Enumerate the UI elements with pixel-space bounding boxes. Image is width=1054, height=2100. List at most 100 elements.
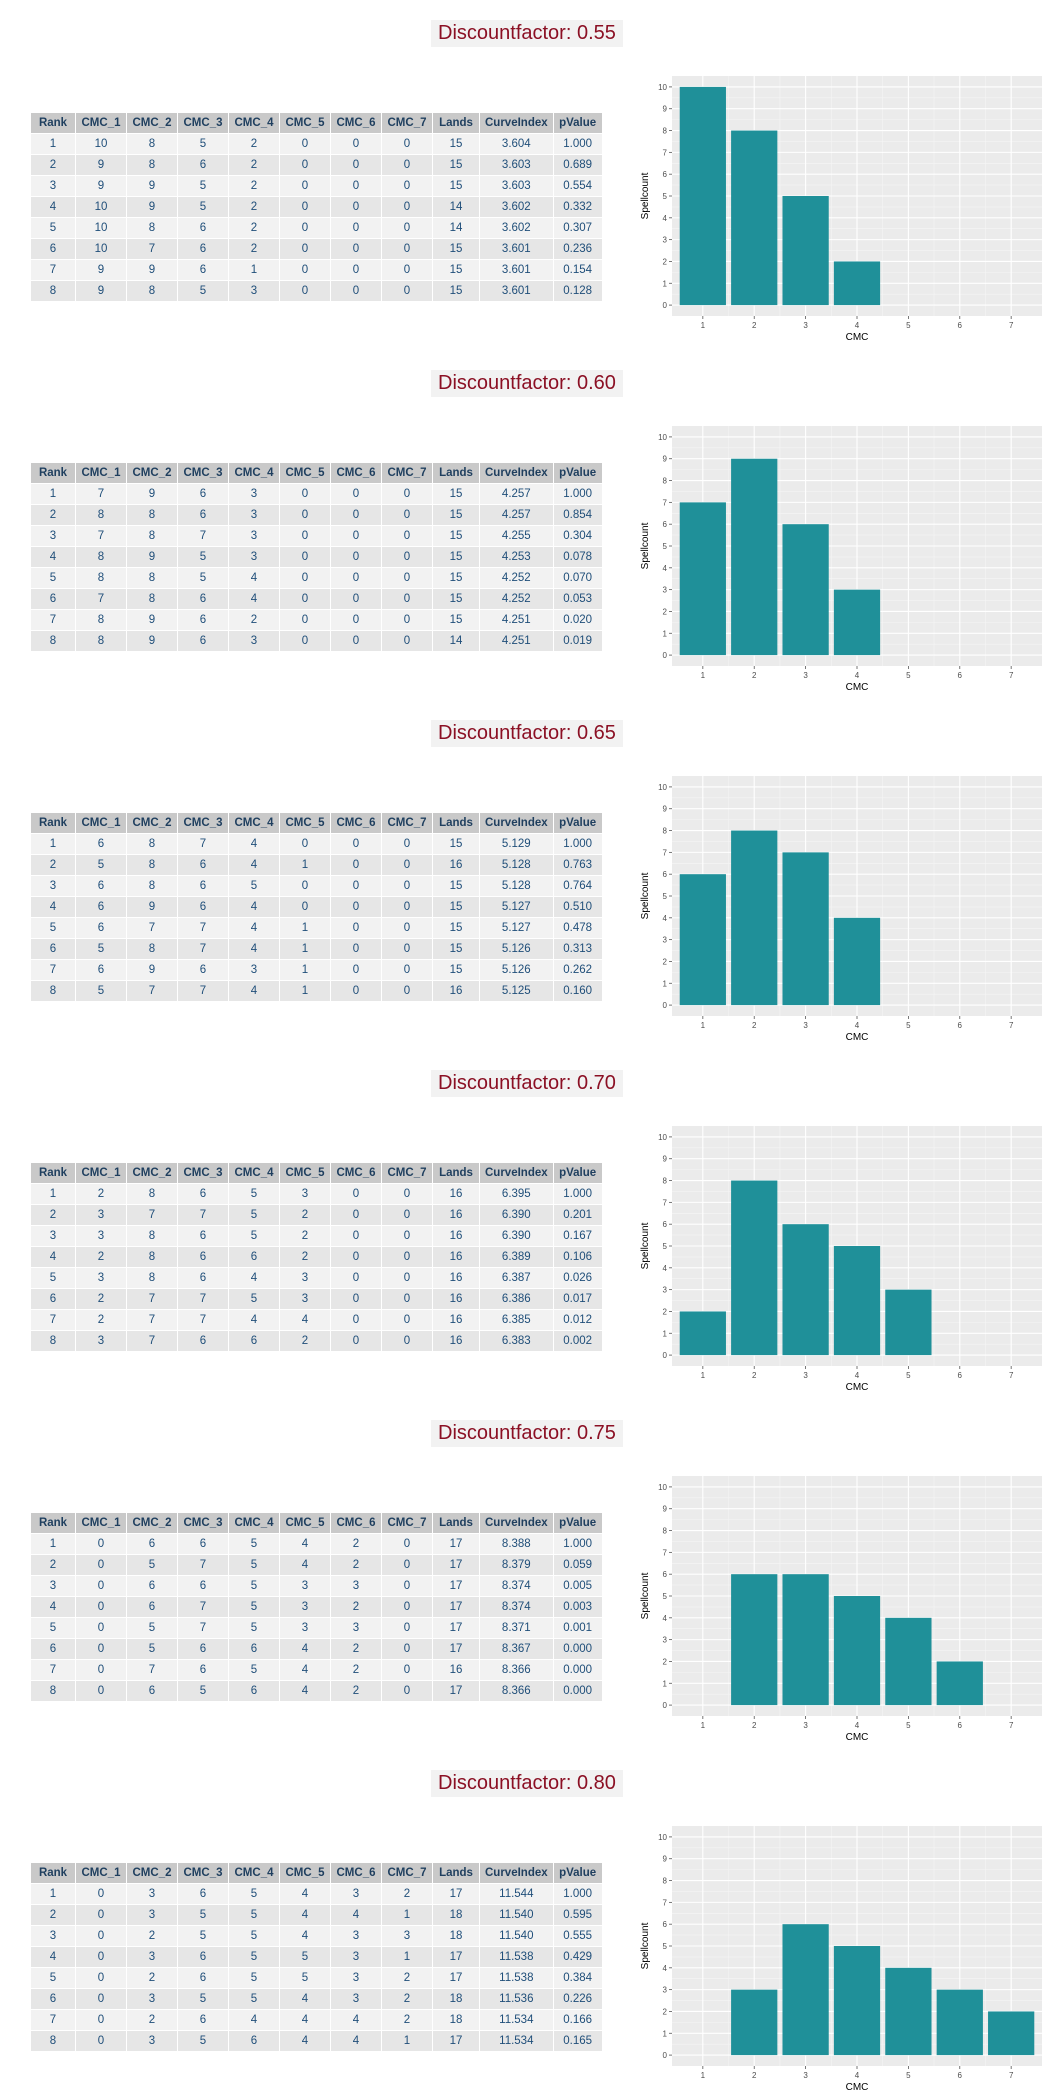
- column-header: CMC_6: [330, 462, 382, 484]
- table-cell: 14: [432, 196, 480, 218]
- table-cell: 0.003: [552, 1596, 603, 1618]
- x-tick-label: 2: [752, 321, 757, 330]
- table-cell: 7: [126, 238, 178, 260]
- section-title: Discountfactor: 0.65: [431, 720, 623, 747]
- table-cell: 7: [177, 980, 229, 1002]
- table-cell: 0: [75, 1659, 127, 1681]
- table-cell: 0.332: [552, 196, 603, 218]
- column-header: Lands: [432, 112, 480, 134]
- table-cell: 0: [381, 833, 433, 855]
- table-cell: 0: [279, 280, 331, 302]
- table-cell: 0.763: [552, 854, 603, 876]
- table-cell: 0: [381, 259, 433, 281]
- column-header: CMC_7: [381, 1512, 433, 1534]
- table-cell: 1: [279, 980, 331, 1002]
- table-cell: 3.602: [479, 217, 554, 239]
- section-title: Discountfactor: 0.80: [431, 1770, 623, 1797]
- table-cell: 4: [279, 2009, 331, 2031]
- table-cell: 7: [30, 1309, 76, 1331]
- table-cell: 0.020: [552, 609, 603, 631]
- table-row: 6 7 8 6 4 0 0 0 15 4.252 0.053: [30, 588, 603, 610]
- table-cell: 0.019: [552, 630, 603, 652]
- table-cell: 17: [432, 1946, 480, 1968]
- table-cell: 6: [228, 1330, 280, 1352]
- table-cell: 0: [279, 833, 331, 855]
- table-cell: 4: [228, 833, 280, 855]
- table-cell: 4: [228, 938, 280, 960]
- table-cell: 0: [381, 980, 433, 1002]
- table-cell: 11.538: [479, 1946, 554, 1968]
- y-tick-label: 4: [663, 914, 668, 923]
- table-cell: 0: [381, 1267, 433, 1289]
- bar-cmc-4: [833, 261, 881, 306]
- x-tick-label: 6: [958, 1371, 963, 1380]
- y-tick-label: 3: [663, 936, 668, 945]
- table-cell: 6: [126, 1575, 178, 1597]
- table-cell: 5.129: [479, 833, 554, 855]
- table-cell: 0: [381, 1330, 433, 1352]
- table-cell: 5: [228, 875, 280, 897]
- table-cell: 0: [381, 1183, 433, 1205]
- table-cell: 2: [279, 1330, 331, 1352]
- table-cell: 0: [330, 833, 382, 855]
- column-header: Lands: [432, 1862, 480, 1884]
- x-tick-label: 7: [1009, 1721, 1014, 1730]
- x-axis-label: CMC: [846, 2082, 869, 2093]
- table-cell: 2: [75, 1288, 127, 1310]
- table-cell: 3: [279, 1288, 331, 1310]
- table-row: 3 3 8 6 5 2 0 0 16 6.390 0.167: [30, 1225, 603, 1247]
- spellcount-bar-chart: 0 1 2 3 4 5 6 7 8 9 10 1 2 3 4 5 6 7 CMC Spellcount: [640, 776, 1042, 1043]
- table-cell: 0: [279, 504, 331, 526]
- table-cell: 6: [75, 959, 127, 981]
- table-cell: 5: [228, 1883, 280, 1905]
- table-cell: 1: [30, 833, 76, 855]
- table-cell: 0: [381, 1288, 433, 1310]
- table-cell: 5: [177, 280, 229, 302]
- table-cell: 0: [75, 1596, 127, 1618]
- table-cell: 8: [30, 1680, 76, 1702]
- y-tick-label: 7: [663, 1548, 668, 1557]
- table-cell: 5: [30, 217, 76, 239]
- table-cell: 9: [126, 546, 178, 568]
- table-cell: 0.167: [552, 1225, 603, 1247]
- column-header: Rank: [30, 1162, 76, 1184]
- table-cell: 1: [30, 1883, 76, 1905]
- table-body: 1 0 6 6 5 4 2 0 17 8.388 1.000 2 0 5 7 5 4 2 0 17 8.379 0.059…: [30, 1533, 603, 1702]
- table-cell: 7: [177, 1617, 229, 1639]
- table-cell: 0.262: [552, 959, 603, 981]
- table-row: 1 7 9 6 3 0 0 0 15 4.257 1.000: [30, 483, 603, 505]
- table-cell: 2: [381, 2009, 433, 2031]
- table-cell: 16: [432, 1309, 480, 1331]
- table-cell: 6: [177, 483, 229, 505]
- table-cell: 3: [228, 959, 280, 981]
- table-cell: 0.226: [552, 1988, 603, 2010]
- table-cell: 3: [75, 1225, 127, 1247]
- table-row: 7 0 2 6 4 4 4 2 18 11.534 0.166: [30, 2009, 603, 2031]
- table-cell: 6: [126, 1596, 178, 1618]
- table-row: 8 3 7 6 6 2 0 0 16 6.383 0.002: [30, 1330, 603, 1352]
- spellcount-bar-chart: 0 1 2 3 4 5 6 7 8 9 10 1 2 3 4 5 6 7 CMC Spellcount: [640, 1826, 1042, 2093]
- discount-section: Discountfactor: 0.55 Rank CMC_1 CMC_2 CMC_3…: [0, 0, 1054, 348]
- table-cell: 6: [228, 1680, 280, 1702]
- table-cell: 0: [330, 133, 382, 155]
- table-cell: 0: [75, 1904, 127, 1926]
- x-tick-label: 6: [958, 671, 963, 680]
- column-header: CMC_7: [381, 462, 433, 484]
- y-tick-label: 5: [663, 1242, 668, 1251]
- table-cell: 0: [381, 238, 433, 260]
- bar-cmc-3: [782, 1574, 829, 1706]
- y-axis-label: Spellcount: [640, 1222, 651, 1269]
- table-row: 8 5 7 7 4 1 0 0 16 5.125 0.160: [30, 980, 603, 1002]
- table-cell: 6: [177, 504, 229, 526]
- table-cell: 5: [228, 1596, 280, 1618]
- table-cell: 0: [381, 1204, 433, 1226]
- table-cell: 8.367: [479, 1638, 554, 1660]
- table-cell: 2: [330, 1596, 382, 1618]
- table-header-row: Rank CMC_1 CMC_2 CMC_3 CMC_4 CMC_5 CMC_6 CMC_7 L…: [30, 1162, 603, 1184]
- table-cell: 3: [228, 280, 280, 302]
- table-cell: 0: [279, 609, 331, 631]
- x-tick-label: 2: [752, 1721, 757, 1730]
- table-cell: 1.000: [552, 1533, 603, 1555]
- table-cell: 3.601: [479, 259, 554, 281]
- table-cell: 5: [228, 1225, 280, 1247]
